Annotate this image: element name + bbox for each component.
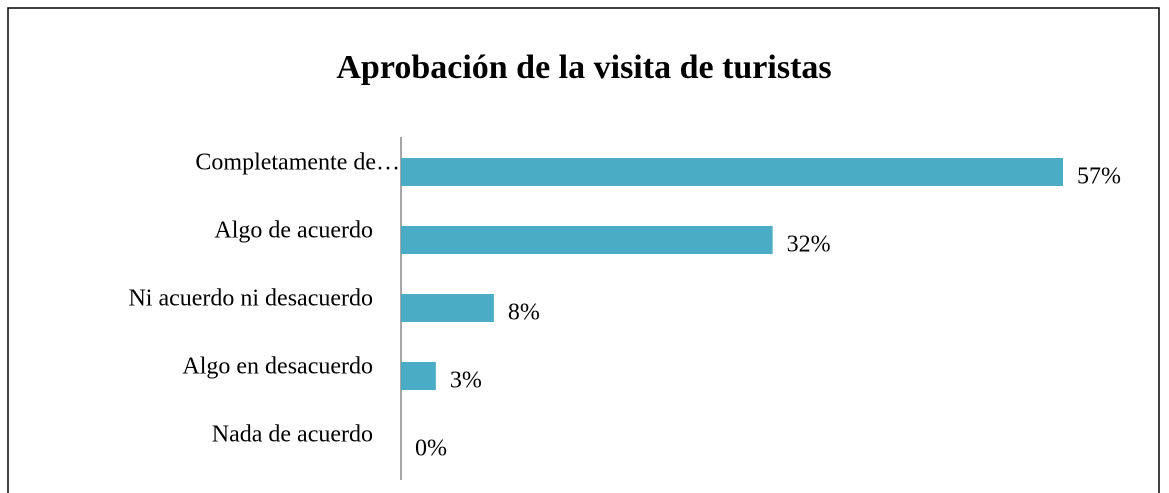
data-label: 32% [787,232,831,258]
y-tick-label: Algo en desacuerdo [182,354,373,380]
y-tick-label: Algo de acuerdo [214,218,373,244]
chart-border [7,7,1160,493]
y-tick-label: Ni acuerdo ni desacuerdo [128,286,373,312]
data-label: 57% [1077,164,1121,190]
data-label: 3% [450,368,482,394]
bar [401,294,494,322]
bar [401,362,436,390]
bar [401,226,773,254]
y-tick-label: Nada de acuerdo [212,422,373,448]
chart-title: Aprobación de la visita de turistas [336,49,831,86]
data-label: 0% [415,436,447,462]
bar [401,158,1063,186]
data-label: 8% [508,300,540,326]
y-tick-label: Completamente de… [195,150,400,176]
